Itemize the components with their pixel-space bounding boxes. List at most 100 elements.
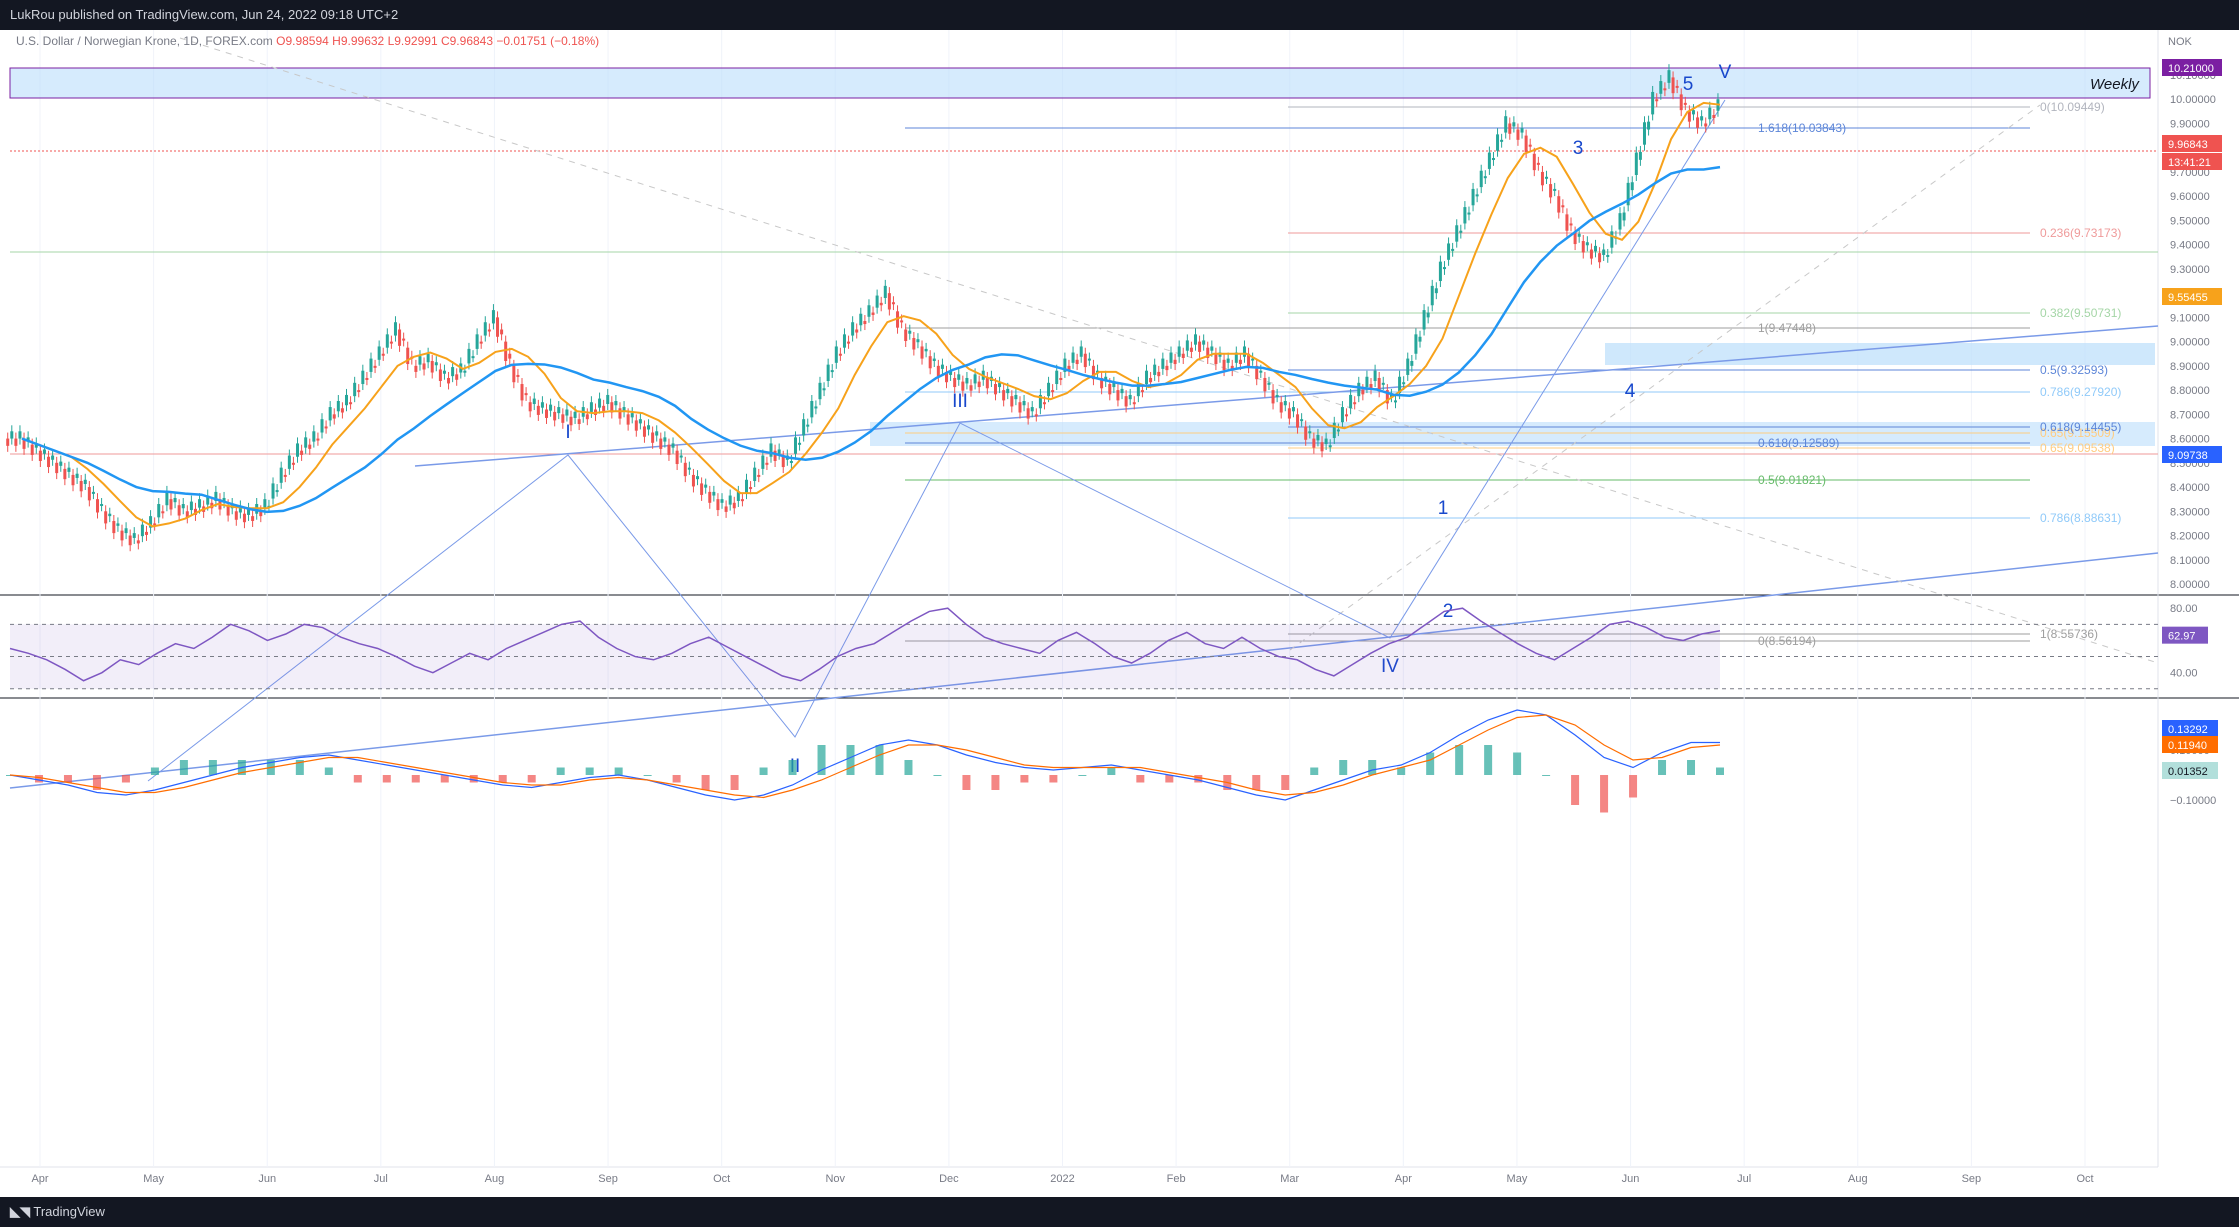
candle-body (1336, 429, 1340, 432)
candle-body (1394, 400, 1398, 403)
wave-label: 4 (1625, 381, 1636, 402)
candle-body (63, 468, 67, 480)
candle-body (1051, 390, 1055, 393)
fib-label: 0.65(9.15509) (2040, 426, 2115, 440)
x-tick-label: Apr (1395, 1173, 1412, 1185)
candle-body (1459, 230, 1463, 233)
candle-body (1006, 388, 1010, 394)
candle-body (1361, 390, 1365, 395)
candle-body (1279, 402, 1283, 413)
candle-body (720, 499, 724, 503)
candle-body (1581, 241, 1585, 253)
candle-body (1451, 248, 1455, 251)
candle-body (1071, 352, 1075, 363)
candle-body (830, 370, 834, 373)
candle-body (1385, 390, 1389, 404)
candle-body (716, 499, 720, 511)
candle-body (344, 394, 348, 406)
candle-body (679, 455, 683, 458)
candle-body (308, 444, 312, 449)
candle-body (467, 348, 471, 364)
chart[interactable]: Weekly 0(10.09449) 1.618(10.03843) 0.236(9… (0, 30, 2239, 1197)
candle-body (1712, 114, 1716, 119)
candle-body (1667, 70, 1671, 83)
candle-body (1320, 442, 1324, 452)
candle-body (1357, 382, 1361, 397)
candle-body (1332, 422, 1336, 438)
candle-body (855, 329, 859, 333)
fib-label: 1.618(10.03843) (1758, 121, 1846, 135)
candle-body (1683, 102, 1687, 105)
candle-body (275, 490, 279, 493)
macd-tag (2162, 736, 2218, 753)
candle-body (320, 419, 324, 433)
candle-body (193, 508, 197, 515)
candle-body (451, 367, 455, 377)
wave-path (147, 99, 1726, 782)
candle-body (1340, 407, 1344, 423)
candle-body (385, 334, 389, 348)
candle-body (614, 401, 618, 406)
candle-body (1365, 376, 1369, 388)
x-tick-label: Jun (258, 1173, 276, 1185)
candle-body (157, 504, 161, 518)
y-tick-label: 9.40000 (2170, 240, 2210, 252)
macd-hist-bar (498, 775, 507, 783)
candle-body (1642, 122, 1646, 145)
candle-body (173, 497, 177, 503)
candle-body (561, 414, 565, 423)
candle-body (973, 374, 977, 384)
macd-hist-bar (817, 745, 826, 775)
candle-body (1169, 352, 1173, 363)
candle-body (83, 479, 87, 485)
candle-body (1124, 396, 1128, 407)
candle-body (1418, 336, 1422, 342)
candle-body (1067, 365, 1071, 371)
candle-body (1373, 370, 1377, 382)
x-tick-label: Sep (598, 1173, 618, 1185)
wave-label: I (565, 422, 570, 443)
candle-body (1140, 390, 1144, 393)
macd-hist-bar (1658, 760, 1667, 775)
candle-body (1520, 128, 1524, 133)
candle-body (67, 467, 71, 472)
x-tick-label: Jul (374, 1173, 388, 1185)
candle-body (545, 409, 549, 418)
candle-body (1059, 377, 1063, 380)
candle-body (104, 511, 108, 524)
candle-body (1283, 401, 1287, 406)
candle-body (1316, 434, 1320, 441)
fib-label: 0.618(9.12589) (1758, 436, 1839, 450)
candle-body (1312, 438, 1316, 448)
candle-body (732, 502, 736, 509)
candle-body (1271, 390, 1275, 404)
candle-body (557, 407, 561, 414)
candle-body (369, 358, 373, 372)
candle-body (1447, 243, 1451, 260)
candle-body (1173, 359, 1177, 365)
wave-label: 1 (1438, 498, 1449, 519)
candle-body (1353, 402, 1357, 405)
x-tick-label: Oct (2076, 1173, 2093, 1185)
x-tick-label: Feb (1167, 1173, 1186, 1185)
candle-body (1410, 361, 1414, 366)
wave-label: IV (1381, 656, 1399, 677)
candle-body (957, 374, 961, 380)
candle-body (524, 393, 528, 396)
candle-body (296, 443, 300, 457)
trendline (1289, 104, 2041, 651)
candle-body (675, 450, 679, 465)
candle-body (1291, 407, 1295, 412)
ma-slow-line (21, 165, 1721, 514)
candle-body (10, 431, 14, 439)
candle-body (140, 524, 144, 537)
candle-body (969, 385, 973, 391)
candle-body (1479, 170, 1483, 188)
macd-hist-bar (643, 775, 652, 776)
macd-tag (2162, 720, 2218, 737)
candle-body (647, 425, 651, 430)
fib-label: 0.5(9.01821) (1758, 473, 1826, 487)
x-tick-label: May (1507, 1173, 1528, 1185)
candle-body (577, 419, 581, 425)
candle-body (1202, 340, 1206, 345)
